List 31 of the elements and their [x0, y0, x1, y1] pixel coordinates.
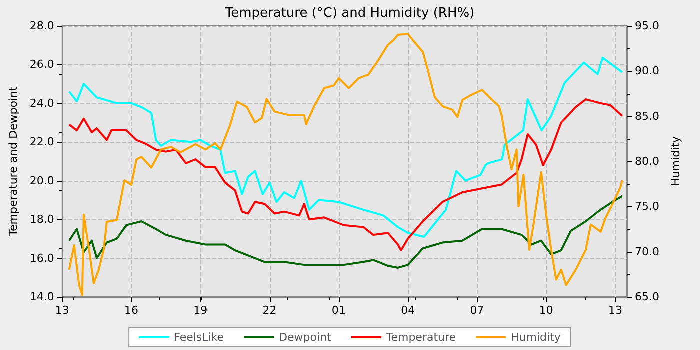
y2-tick-label: 85.0: [635, 110, 660, 123]
y-tick-label: 18.0: [30, 213, 54, 226]
x-tick-label: 19: [194, 304, 208, 317]
legend-label: Temperature: [385, 331, 456, 344]
y2-tick-label: 90.0: [635, 64, 660, 78]
legend-label: Humidity: [511, 331, 562, 344]
x-tick-label: 04: [401, 304, 416, 317]
chart-title: Temperature (°C) and Humidity (RH%): [224, 6, 475, 21]
x-tick-label: 13: [608, 304, 622, 317]
y2-tick-label: 70.0: [635, 245, 660, 258]
y2-axis-title: Humidity: [669, 136, 682, 186]
legend-label: Dewpoint: [279, 331, 332, 344]
y-tick-label: 24.0: [30, 96, 54, 110]
y-tick-label: 14.0: [30, 290, 54, 304]
y-tick-label: 22.0: [30, 136, 54, 149]
y-tick-label: 26.0: [30, 58, 54, 72]
y2-tick-label: 65.0: [635, 290, 660, 304]
y2-tick-label: 95.0: [635, 20, 660, 32]
y-tick-label: 28.0: [30, 20, 54, 32]
x-tick-label: 16: [124, 304, 139, 317]
x-tick-label: 10: [539, 304, 554, 317]
x-tick-label: 07: [470, 304, 484, 317]
y-tick-label: 20.0: [30, 174, 54, 188]
x-tick-label: 13: [55, 304, 70, 317]
x-tick-label: 01: [332, 304, 346, 317]
legend-label: FeelsLike: [174, 331, 224, 344]
y2-tick-label: 75.0: [635, 200, 660, 214]
y-axis-title: Temperature and Dewpoint: [7, 86, 20, 238]
x-tick-label: 22: [262, 304, 277, 317]
y2-tick-label: 80.0: [635, 155, 660, 168]
y-tick-label: 16.0: [30, 252, 54, 265]
